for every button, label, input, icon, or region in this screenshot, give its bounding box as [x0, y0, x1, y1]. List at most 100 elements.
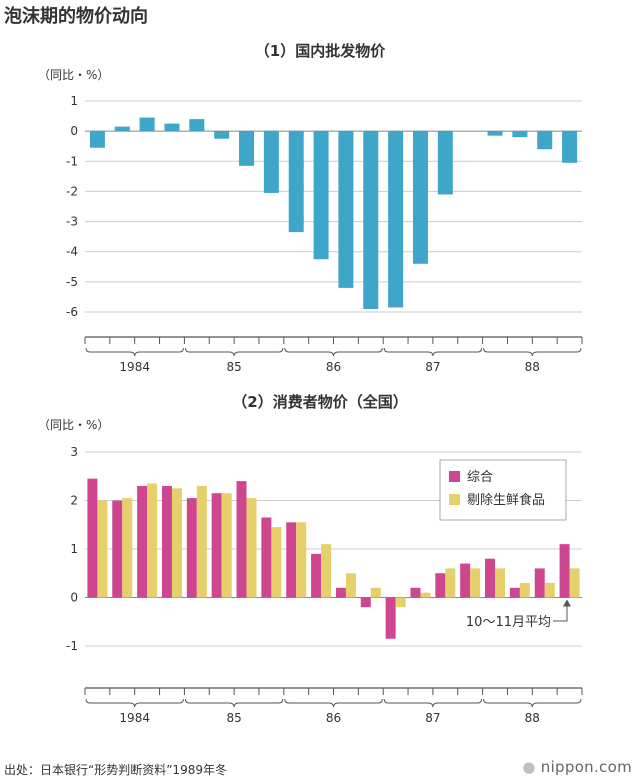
chart-1-year-label: 88 [525, 360, 540, 374]
chart-2-ytick-label: 1 [70, 542, 78, 556]
chart-2-year-label: 86 [326, 711, 341, 725]
chart-1-bar-value [537, 131, 553, 150]
chart-1-ytick-label: 0 [70, 124, 78, 138]
chart-1-ytick-label: -4 [66, 245, 78, 259]
chart-1-title: （1）国内批发物价 [255, 42, 386, 60]
chart-2-bar-composite [460, 563, 471, 598]
chart-1-bar-value [214, 131, 230, 139]
logo-text: nippon [540, 758, 594, 776]
chart-1-bar-value [239, 131, 255, 166]
chart-2-year-bracket [284, 698, 383, 708]
chart-2-bar-ex-fresh-food [395, 597, 406, 608]
chart-1-year-bracket [483, 347, 582, 357]
chart-2-bar-ex-fresh-food [445, 568, 456, 598]
chart-2-bar-ex-fresh-food [246, 498, 257, 598]
annotation-leader [553, 604, 568, 622]
chart-1-ytick-label: -3 [66, 215, 78, 229]
chart-1-bar-value [263, 131, 279, 193]
chart-2-bar-ex-fresh-food [544, 582, 555, 598]
chart-2-year-label: 88 [525, 711, 540, 725]
chart-2-bar-composite [211, 493, 222, 598]
chart-2-bar-composite [112, 500, 123, 598]
chart-2-bar-ex-fresh-food [345, 573, 356, 598]
chart-2-bar-ex-fresh-food [296, 522, 307, 598]
chart-1-year-label: 87 [425, 360, 440, 374]
chart-2-bar-composite [385, 597, 396, 639]
chart-1-bar-value [487, 131, 503, 136]
chart-1-bar-value [412, 131, 428, 264]
chart-2-ytick-label: 0 [70, 591, 78, 605]
page-title: 泡沫期的物价动向 [4, 6, 148, 27]
chart-1-ytick-label: -1 [66, 154, 78, 168]
chart-2-year-label: 87 [425, 711, 440, 725]
legend-box [439, 459, 567, 521]
chart-2-year-bracket [85, 698, 184, 708]
chart-2-ylabel: （同比・%） [38, 418, 109, 432]
chart-2-bar-composite [186, 498, 197, 598]
chart-1-bar-value [338, 131, 354, 288]
chart-1-bar-value [139, 117, 155, 132]
chart-2-ytick-label: 2 [70, 494, 78, 508]
chart-1-ytick-label: -2 [66, 184, 78, 198]
chart-1-year-label: 85 [226, 360, 241, 374]
chart-2-bar-ex-fresh-food [569, 568, 580, 598]
chart-2-bar-ex-fresh-food [147, 483, 158, 598]
chart-2-bar-ex-fresh-food [470, 568, 481, 598]
logo-suffix: .com [593, 758, 632, 776]
chart-2-bar-composite [311, 553, 322, 598]
chart-2-bar-composite [261, 517, 272, 598]
chart-2-title: （2）消费者物价（全国） [232, 393, 407, 411]
chart-1-bar-value [164, 123, 180, 132]
chart-2-ytick-label: 3 [70, 445, 78, 459]
chart-2-ytick-label: -1 [66, 639, 78, 653]
logo-bullet: ● [522, 758, 536, 776]
legend-swatch-ex-fresh-food [449, 494, 460, 505]
chart-2-bar-composite [360, 597, 371, 608]
chart-2-bar-composite [236, 481, 247, 598]
legend-swatch-composite [449, 471, 460, 482]
chart-1-year-bracket [85, 347, 184, 357]
chart-2-bar-composite [410, 587, 421, 598]
chart-1-year-label: 1984 [119, 360, 150, 374]
chart-1-bar-value [189, 119, 205, 132]
chart-2-year-label: 1984 [119, 711, 150, 725]
nippon-logo: ● nippon.com [522, 758, 632, 776]
annotation-text: 10～11月平均 [466, 615, 551, 630]
chart-2-bar-composite [509, 587, 520, 598]
chart-2-year-bracket [483, 698, 582, 708]
chart-2-bar-ex-fresh-food [495, 568, 506, 598]
chart-1-year-label: 86 [326, 360, 341, 374]
chart-1-bar-value [363, 131, 379, 309]
legend-label-ex-fresh-food: 剔除生鲜食品 [467, 492, 545, 508]
chart-2-year-bracket [383, 698, 483, 708]
chart-2-bar-ex-fresh-food [370, 587, 381, 598]
chart-2-bar-ex-fresh-food [122, 498, 133, 598]
chart-2-bar-composite [161, 485, 172, 598]
chart-2-bar-ex-fresh-food [519, 582, 530, 598]
chart-2-bar-composite [87, 478, 98, 598]
chart-2-bar-composite [485, 558, 496, 598]
chart-2-bar-ex-fresh-food [221, 493, 232, 598]
chart-2-bar-composite [137, 485, 148, 598]
chart-1-bar-value [89, 131, 105, 148]
legend-label-composite: 综合 [467, 470, 493, 485]
chart-1-ytick-label: -6 [66, 305, 78, 319]
chart-2-bar-composite [534, 568, 545, 598]
chart-1-bar-value [313, 131, 329, 260]
chart-1-bar-value [288, 131, 304, 233]
chart-1-year-bracket [184, 347, 284, 357]
chart-1-bar-value [114, 126, 130, 132]
chart-2-bar-composite [286, 522, 297, 598]
chart-1-ytick-label: 1 [70, 94, 78, 108]
chart-2-bar-ex-fresh-food [171, 488, 182, 598]
source-note: 出处：日本银行“形势判断资料”1989年冬 [4, 763, 227, 777]
chart-2-year-label: 85 [226, 711, 241, 725]
chart-1-ylabel: （同比・%） [38, 68, 109, 82]
chart-2-bar-ex-fresh-food [97, 500, 108, 598]
chart-2-year-bracket [184, 698, 284, 708]
chart-2-bar-ex-fresh-food [196, 485, 207, 598]
chart-1-bar-value [512, 131, 528, 138]
chart-2-bar-composite [335, 587, 346, 598]
chart-1-bar-value [562, 131, 578, 163]
